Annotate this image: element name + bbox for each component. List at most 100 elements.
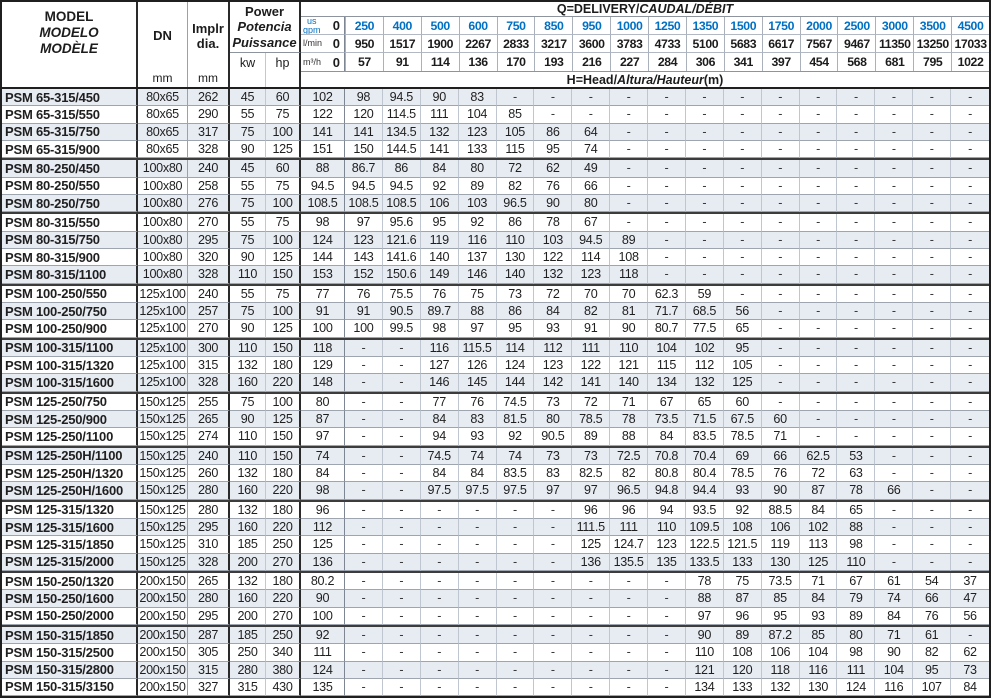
m3h-value: 136 xyxy=(458,53,497,71)
head-value: 108.5 xyxy=(382,194,421,213)
head-value: 84 xyxy=(420,464,459,483)
model-name: PSM 150-250/1600 xyxy=(2,590,138,608)
kw-value: 315 xyxy=(230,678,266,696)
head-value: 83 xyxy=(458,410,497,429)
head-value: 124 xyxy=(301,231,345,249)
kw-value: 90 xyxy=(230,248,266,267)
head-value: - xyxy=(875,248,914,267)
head-value: - xyxy=(951,160,989,178)
head-value: 89 xyxy=(458,177,497,195)
head-value: - xyxy=(496,501,535,519)
head-value: 87 xyxy=(301,410,345,429)
model-name: PSM 125-250H/1100 xyxy=(2,447,138,465)
head-value: - xyxy=(496,518,535,537)
head-value: 142 xyxy=(534,374,573,392)
table-row: PSM 125-315/1850 150x125 310 185 250 125- - - - -… xyxy=(2,536,989,554)
head-value: 95 xyxy=(420,214,459,232)
head-value: 91 xyxy=(301,302,345,321)
head-value: - xyxy=(420,572,459,591)
impeller-dia-value: 300 xyxy=(188,339,230,357)
head-value: 132 xyxy=(761,678,800,696)
delivery-title: Q=DELIVERY/CAUDAL/DÉBIT xyxy=(301,2,989,17)
head-value: 62 xyxy=(951,644,989,662)
head-value: - xyxy=(875,536,914,554)
head-value: 98 xyxy=(837,644,876,662)
head-value: - xyxy=(837,302,876,321)
head-value: - xyxy=(685,106,724,124)
head-value: - xyxy=(685,194,724,213)
head-value: - xyxy=(761,106,800,124)
impeller-dia-value: 257 xyxy=(188,302,230,321)
head-value: - xyxy=(648,106,686,124)
head-value: 125 xyxy=(301,536,345,554)
head-value: - xyxy=(951,340,989,357)
head-value: 65 xyxy=(723,320,762,338)
hp-value: 125 xyxy=(266,140,301,159)
head-value: - xyxy=(913,266,952,284)
head-value: 90.5 xyxy=(382,302,421,321)
hp-value: 100 xyxy=(266,393,301,411)
kw-value: 75 xyxy=(230,302,266,321)
dn-value: 150x125 xyxy=(138,501,188,519)
head-value: 74 xyxy=(572,140,611,159)
impeller-dia-value: 265 xyxy=(188,410,230,429)
table-row: PSM 100-250/750 125x100 257 75 100 91 91 90.5 89… xyxy=(2,302,989,321)
head-value: - xyxy=(799,428,838,446)
lmin-value: 11350 xyxy=(875,35,914,53)
head-value: 132 xyxy=(685,374,724,392)
head-value: 92 xyxy=(458,214,497,232)
head-value: 150 xyxy=(345,140,383,159)
head-value: 116 xyxy=(420,339,459,357)
head-value: - xyxy=(382,661,421,679)
head-value: - xyxy=(837,231,876,249)
head-value: 84 xyxy=(534,302,573,321)
head-value: 97 xyxy=(301,428,345,446)
head-value: - xyxy=(875,266,914,284)
head-value: 96 xyxy=(610,501,649,519)
head-value: - xyxy=(723,123,762,141)
head-value: - xyxy=(875,140,914,159)
head-value: 92 xyxy=(723,501,762,519)
head-value: 122.5 xyxy=(685,536,724,554)
head-value: - xyxy=(458,644,497,662)
head-value: 111.5 xyxy=(572,518,611,537)
head-value: 82 xyxy=(496,177,535,195)
impeller-dia-value: 274 xyxy=(188,428,230,446)
head-value: 74 xyxy=(301,447,345,465)
impeller-dia-value: 280 xyxy=(188,590,230,608)
hp-value: 100 xyxy=(266,123,301,141)
head-value: - xyxy=(799,177,838,195)
head-value: 118 xyxy=(301,339,345,357)
head-value: 140 xyxy=(420,248,459,267)
head-value: 92 xyxy=(420,177,459,195)
head-value: 75.5 xyxy=(382,285,421,303)
head-value: - xyxy=(458,536,497,554)
kw-value: 160 xyxy=(230,482,266,500)
dn-value: 125x100 xyxy=(138,356,188,375)
gpm-value: 600 xyxy=(458,17,497,35)
head-value: - xyxy=(534,572,573,591)
head-value: 105 xyxy=(496,123,535,141)
gpm-value: 1500 xyxy=(723,17,762,35)
head-value: - xyxy=(951,357,989,375)
head-value: - xyxy=(875,106,914,124)
head-value: - xyxy=(685,89,724,107)
head-value: 69 xyxy=(723,447,762,465)
model-label-es: MODELO xyxy=(39,24,99,40)
dn-value: 125x100 xyxy=(138,302,188,321)
head-value: 97 xyxy=(685,607,724,625)
head-value: - xyxy=(648,661,686,679)
head-value: - xyxy=(382,410,421,429)
head-value: 112 xyxy=(534,339,573,357)
model-name: PSM 80-315/750 xyxy=(2,231,138,249)
dn-value: 150x125 xyxy=(138,393,188,411)
head-value: - xyxy=(685,140,724,159)
head-value: 78 xyxy=(610,410,649,429)
impeller-dia-value: 255 xyxy=(188,393,230,411)
table-row: PSM 100-315/1600 125x100 328 160 220 148- -146… xyxy=(2,374,989,392)
kw-value: 160 xyxy=(230,374,266,392)
head-value: 81 xyxy=(610,302,649,321)
dn-value: 125x100 xyxy=(138,320,188,338)
head-value: 121 xyxy=(685,661,724,679)
head-value: 78.5 xyxy=(723,428,762,446)
